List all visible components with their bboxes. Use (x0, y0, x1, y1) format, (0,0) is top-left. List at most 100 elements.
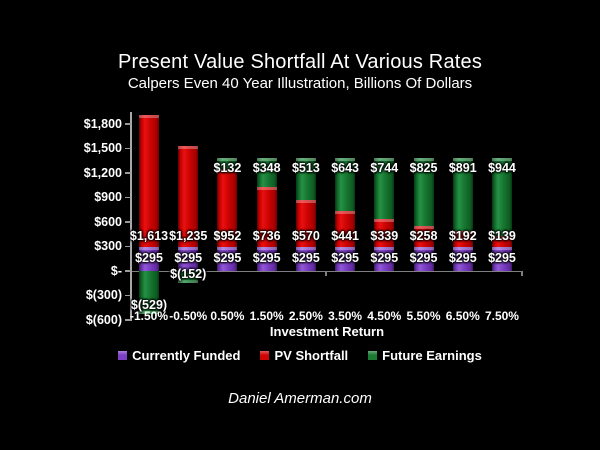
bar-label-pv-shortfall: $1,613 (129, 228, 169, 243)
legend-label: PV Shortfall (274, 348, 349, 363)
bar-label-future-earnings: $513 (291, 161, 320, 176)
bar-segment-future-earnings (256, 158, 277, 187)
x-tick-label: 6.50% (445, 309, 480, 323)
bar-label-future-earnings: $643 (331, 161, 359, 176)
bar-segment-currently-funded (413, 246, 434, 271)
bar-label-currently-funded: $295 (174, 251, 203, 266)
bar-segment-currently-funded (335, 246, 356, 271)
bar-segment-currently-funded (256, 246, 277, 271)
y-axis-tick (125, 123, 131, 125)
bar-label-pv-shortfall: $339 (370, 228, 399, 243)
bar-label-pv-shortfall: $736 (252, 228, 281, 243)
bar-segment-pv-shortfall (335, 210, 356, 247)
bar-segment-pv-shortfall (413, 225, 434, 247)
bar-label-currently-funded: $295 (213, 251, 242, 266)
bar-segment-pv-shortfall (139, 115, 159, 247)
chart-title: Present Value Shortfall At Various Rates (117, 51, 483, 73)
bar-segment-currently-funded (374, 246, 395, 271)
bar-segment-future-earnings (217, 158, 238, 170)
bar-label-future-earnings: $(152) (170, 267, 207, 282)
y-tick-label: $600 (94, 214, 122, 229)
legend-item: PV Shortfall (260, 348, 348, 363)
title-block: Present Value Shortfall At Various Rates… (0, 50, 600, 93)
bar-segment-pv-shortfall (217, 169, 238, 247)
bar-label-currently-funded: $295 (252, 251, 281, 266)
legend-item: Future Earnings (368, 348, 482, 363)
bar-label-pv-shortfall: $441 (331, 228, 359, 243)
bar-segment-currently-funded (452, 246, 473, 271)
x-tick-label: 7.50% (484, 309, 519, 323)
y-tick-label: $1,200 (83, 165, 122, 180)
x-tick-label: 3.50% (328, 309, 363, 323)
x-tick-label: 2.50% (288, 309, 323, 323)
bar-segment-currently-funded (295, 246, 316, 271)
legend-label: Future Earnings (382, 348, 482, 363)
bar-label-pv-shortfall: $952 (213, 228, 242, 243)
x-tick-label: -1.50% (129, 309, 169, 323)
bar-segment-future-earnings (178, 271, 199, 284)
bar-segment-future-earnings (452, 158, 473, 232)
bar-segment-future-earnings (413, 158, 434, 226)
y-axis-tick (125, 294, 131, 297)
legend-swatch-icon (118, 351, 128, 360)
bar-label-pv-shortfall: $1,235 (169, 228, 208, 243)
x-axis-title: Investment Return (269, 324, 385, 339)
y-tick-label: $1,500 (83, 141, 122, 155)
x-tick-label: -0.50% (169, 309, 208, 323)
bar-label-future-earnings: $132 (213, 161, 242, 176)
bar-segment-pv-shortfall (374, 219, 395, 247)
legend: Currently Funded PV Shortfall Future Earni… (0, 348, 600, 363)
y-tick-label: $900 (94, 190, 122, 204)
bar-segment-pv-shortfall (491, 235, 512, 247)
y-axis-tick (125, 245, 131, 248)
y-tick-label: $(300) (85, 288, 122, 302)
bar-segment-future-earnings (295, 158, 316, 201)
bar-segment-currently-funded (217, 246, 238, 271)
bar-segment-currently-funded (178, 246, 199, 271)
bar-segment-pv-shortfall (295, 200, 316, 247)
zero-line (132, 270, 522, 272)
bar-label-pv-shortfall: $570 (291, 228, 320, 243)
y-axis-tick (125, 172, 131, 174)
bar-segment-currently-funded (139, 246, 159, 271)
y-tick-label: $300 (94, 239, 122, 253)
bar-label-currently-funded: $295 (370, 251, 399, 266)
bar-label-future-earnings: $(529) (130, 298, 168, 313)
bar-label-future-earnings: $744 (370, 161, 399, 176)
bar-segment-pv-shortfall (452, 231, 473, 247)
y-axis-line (130, 112, 132, 321)
x-tick-label: 0.50% (210, 309, 245, 323)
y-axis-tick (125, 221, 131, 223)
footer-credit: Daniel Amerman.com (228, 390, 372, 407)
bar-label-currently-funded: $295 (409, 251, 438, 266)
bar-segment-future-earnings (491, 158, 512, 236)
bar-segment-pv-shortfall (178, 146, 199, 247)
y-axis-tick (125, 147, 131, 150)
bar-label-future-earnings: $891 (448, 161, 477, 176)
y-tick-label: $(600) (85, 312, 122, 327)
chart-subtitle: Calpers Even 40 Year Illustration, Billi… (127, 75, 473, 92)
y-tick-label: $- (110, 263, 122, 278)
x-axis-tick (325, 271, 327, 276)
bar-label-pv-shortfall: $192 (448, 228, 477, 243)
x-tick-label: 1.50% (249, 309, 284, 323)
legend-swatch-icon (368, 351, 378, 360)
bar-label-future-earnings: $944 (488, 161, 516, 176)
bar-segment-pv-shortfall (256, 186, 277, 247)
y-axis-tick (125, 319, 131, 321)
bar-label-currently-funded: $295 (291, 251, 320, 266)
y-axis-tick (125, 270, 131, 272)
x-axis-tick (521, 271, 523, 276)
legend-swatch-icon (260, 351, 270, 360)
bar-label-currently-funded: $295 (448, 251, 477, 266)
x-tick-label: 5.50% (406, 309, 441, 323)
x-tick-label: 4.50% (367, 309, 402, 323)
bar-label-pv-shortfall: $258 (409, 228, 438, 243)
bar-segment-future-earnings (374, 158, 395, 220)
bar-label-future-earnings: $825 (409, 161, 438, 176)
y-tick-label: $1,800 (83, 116, 122, 131)
bar-label-currently-funded: $295 (488, 251, 516, 266)
legend-item: Currently Funded (118, 348, 240, 363)
bar-label-currently-funded: $295 (331, 251, 359, 266)
